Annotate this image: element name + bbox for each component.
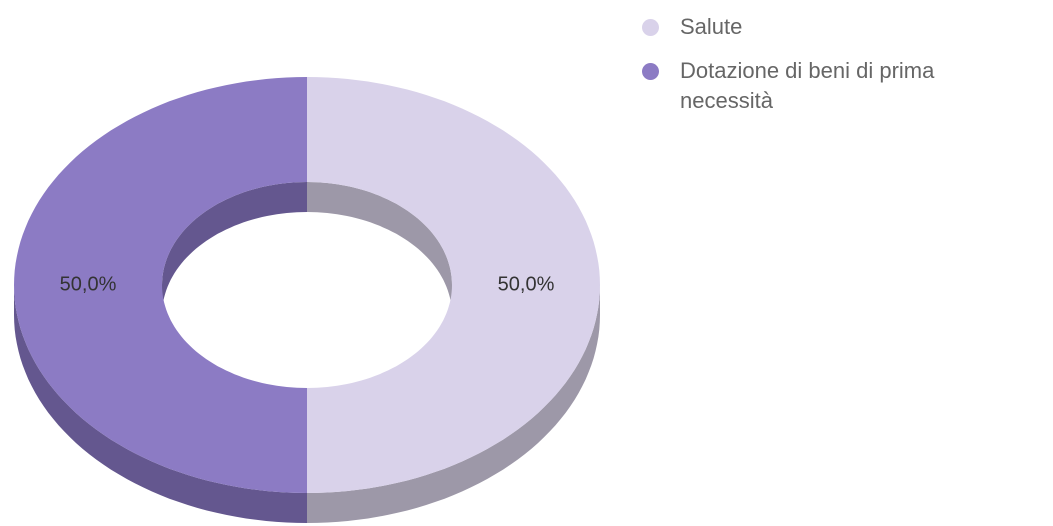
inner-wall (307, 182, 452, 315)
legend-marker (642, 63, 659, 80)
legend: Salute Dotazione di beni di prima necessi… (640, 12, 980, 130)
slice (14, 77, 307, 493)
outer-wall (307, 285, 600, 523)
legend-label: Dotazione di beni di prima necessità (680, 58, 935, 113)
value-label: 50,0% (498, 273, 555, 295)
legend-item: Salute (640, 12, 980, 42)
value-label: 50,0% (60, 273, 117, 295)
legend-item: Dotazione di beni di prima necessità (640, 56, 980, 116)
inner-wall (162, 182, 307, 315)
outer-wall (14, 285, 307, 523)
legend-label: Salute (680, 14, 743, 39)
legend-marker (642, 19, 659, 36)
slice (307, 77, 600, 493)
